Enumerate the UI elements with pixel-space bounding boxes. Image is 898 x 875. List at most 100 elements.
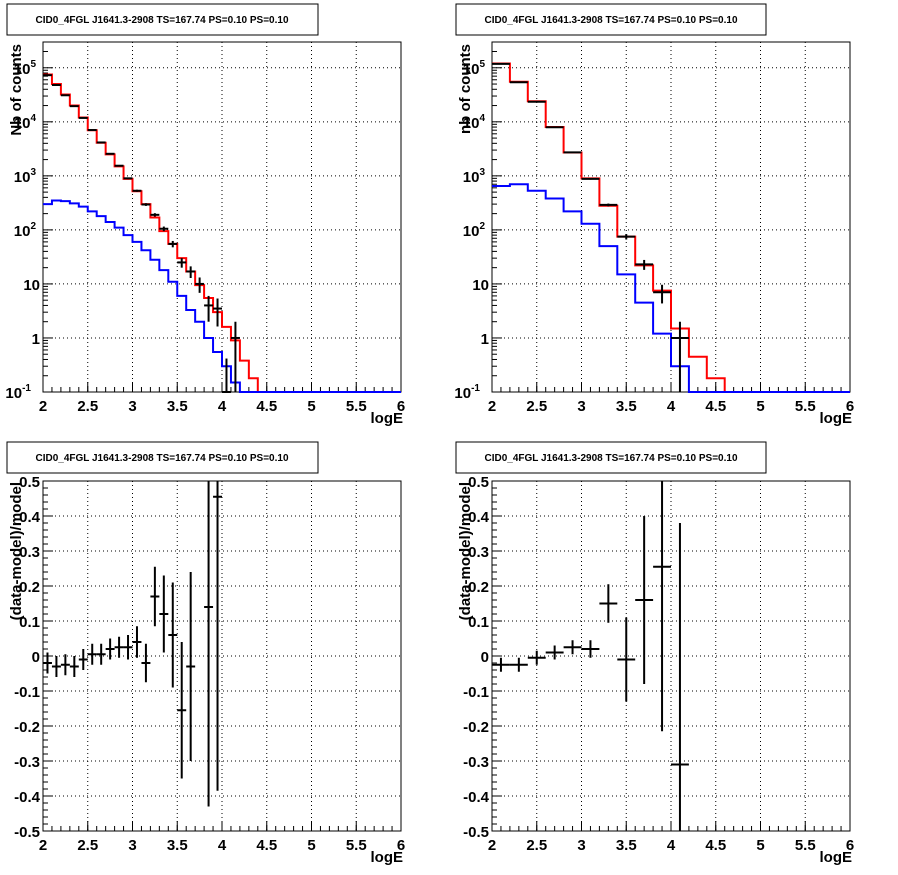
- x-tick-label: 3.5: [616, 398, 637, 415]
- x-tick-label: 2.5: [77, 837, 98, 854]
- y-tick-label: 0.5: [468, 474, 489, 491]
- y-axis-label: Nb of counts: [8, 44, 25, 136]
- y-tick-label: 10: [472, 277, 489, 294]
- y-tick-label: -0.3: [463, 754, 489, 771]
- x-tick-label: 2: [39, 837, 47, 854]
- x-tick-label: 2.5: [526, 837, 547, 854]
- plot-area: 2 2.5 3 3.5 4 4.5 5 5.5 6 10-1 1 10 102 103 104 105: [454, 41, 854, 415]
- y-tick-label: 0.5: [19, 474, 40, 491]
- y-tick-label: 10-1: [5, 383, 31, 402]
- y-tick-label: 102: [463, 221, 486, 240]
- x-tick-label: 5: [307, 837, 315, 854]
- y-tick-label: 0.2: [468, 579, 489, 596]
- x-axis-label: logE: [820, 410, 853, 427]
- x-tick-label: 5: [756, 837, 764, 854]
- model-component-histogram: [43, 199, 401, 393]
- x-tick-label: 2: [39, 398, 47, 415]
- x-tick-label: 6: [397, 837, 405, 854]
- panel-counts-coarse-bins: CID0_4FGL J1641.3-2908 TS=167.74 PS=0.10…: [454, 3, 854, 427]
- y-tick-label: 1: [481, 331, 489, 348]
- plot-frame: [491, 480, 851, 832]
- y-tick-label: 0.4: [468, 509, 490, 526]
- x-tick-label: 4: [667, 398, 676, 415]
- panel-title: CID0_4FGL J1641.3-2908 TS=167.74 PS=0.10…: [35, 15, 288, 26]
- title-box: [6, 441, 319, 474]
- y-tick-label: 10-1: [454, 383, 480, 402]
- y-tick-label: 103: [14, 167, 37, 186]
- x-tick-label: 4: [667, 837, 676, 854]
- x-tick-label: 3.5: [616, 837, 637, 854]
- x-tick-label: 5: [756, 398, 764, 415]
- y-tick-label: 0.2: [19, 579, 40, 596]
- x-tick-label: 3: [577, 398, 585, 415]
- y-tick-label: 105: [14, 59, 37, 78]
- y-tick-label: -0.4: [14, 789, 41, 806]
- y-tick-label: 103: [463, 167, 486, 186]
- y-tick-label: -0.4: [463, 789, 490, 806]
- x-tick-label: 5: [307, 398, 315, 415]
- panel-title: CID0_4FGL J1641.3-2908 TS=167.74 PS=0.10…: [484, 15, 737, 26]
- x-tick-label: 3: [577, 837, 585, 854]
- y-tick-label: 104: [463, 113, 486, 132]
- y-tick-label: 0: [481, 649, 489, 666]
- y-tick-label: 1: [32, 331, 40, 348]
- x-tick-label: 4.5: [256, 398, 277, 415]
- x-axis-label: logE: [820, 849, 853, 866]
- panel-counts-fine-bins: CID0_4FGL J1641.3-2908 TS=167.74 PS=0.10…: [5, 3, 405, 427]
- x-tick-label: 2: [488, 398, 496, 415]
- x-tick-label: 6: [846, 837, 854, 854]
- x-tick-label: 3.5: [167, 398, 188, 415]
- y-axis-label: (data-model)/model: [457, 482, 474, 620]
- plot-area: 2 2.5 3 3.5 4 4.5 5 5.5 6 -0.5 -0.4 -0.3 -0.2 -0.1 0 0.…: [463, 474, 854, 854]
- y-tick-label: 0.1: [19, 614, 40, 631]
- x-tick-label: 4.5: [256, 837, 277, 854]
- x-axis-label: logE: [371, 410, 404, 427]
- y-tick-label: -0.1: [14, 684, 40, 701]
- x-tick-label: 2.5: [526, 398, 547, 415]
- x-tick-label: 4: [218, 398, 227, 415]
- title-box: [455, 441, 767, 474]
- x-tick-label: 3.5: [167, 837, 188, 854]
- x-tick-label: 6: [397, 398, 405, 415]
- y-tick-label: 10: [23, 277, 40, 294]
- x-tick-label: 4: [218, 837, 227, 854]
- x-tick-label: 5.5: [795, 837, 816, 854]
- y-tick-label: 0.3: [468, 544, 489, 561]
- plot-area: 2 2.5 3 3.5 4 4.5 5 5.5 6 -0.5 -0.4 -0.3 -0.2 -0.1 0 0.…: [14, 474, 405, 854]
- x-tick-label: 5.5: [346, 398, 367, 415]
- y-tick-label: -0.3: [14, 754, 40, 771]
- x-axis-label: logE: [371, 849, 404, 866]
- x-tick-label: 4.5: [705, 837, 726, 854]
- y-axis-label: nb of counts: [457, 44, 474, 134]
- y-tick-label: -0.2: [463, 719, 489, 736]
- y-tick-label: 0.1: [468, 614, 489, 631]
- title-box: [6, 3, 319, 36]
- x-tick-label: 5.5: [346, 837, 367, 854]
- panel-title: CID0_4FGL J1641.3-2908 TS=167.74 PS=0.10…: [35, 453, 288, 464]
- x-tick-label: 4.5: [705, 398, 726, 415]
- x-tick-label: 2: [488, 837, 496, 854]
- panel-residuals-coarse-bins: CID0_4FGL J1641.3-2908 TS=167.74 PS=0.10…: [455, 441, 854, 866]
- y-axis-label: (data-model)/model: [8, 482, 25, 620]
- x-tick-label: 3: [128, 837, 136, 854]
- y-tick-label: 104: [14, 113, 37, 132]
- x-tick-label: 2.5: [77, 398, 98, 415]
- model-component-histogram: [492, 183, 850, 393]
- title-box: [455, 3, 767, 36]
- y-tick-label: 0: [32, 649, 40, 666]
- y-tick-label: 102: [14, 221, 37, 240]
- y-tick-label: -0.5: [14, 824, 40, 841]
- x-tick-label: 5.5: [795, 398, 816, 415]
- y-tick-label: 0.4: [19, 509, 41, 526]
- y-tick-label: -0.1: [463, 684, 489, 701]
- plot-area: 2 2.5 3 3.5 4 4.5 5 5.5 6 10-1 1 10 102 103 104 105: [5, 41, 405, 415]
- y-tick-label: -0.2: [14, 719, 40, 736]
- panel-residuals-fine-bins: CID0_4FGL J1641.3-2908 TS=167.74 PS=0.10…: [6, 441, 405, 866]
- x-tick-label: 3: [128, 398, 136, 415]
- y-tick-label: 0.3: [19, 544, 40, 561]
- x-tick-label: 6: [846, 398, 854, 415]
- y-tick-label: -0.5: [463, 824, 489, 841]
- y-tick-label: 105: [463, 59, 486, 78]
- panel-title: CID0_4FGL J1641.3-2908 TS=167.74 PS=0.10…: [484, 453, 737, 464]
